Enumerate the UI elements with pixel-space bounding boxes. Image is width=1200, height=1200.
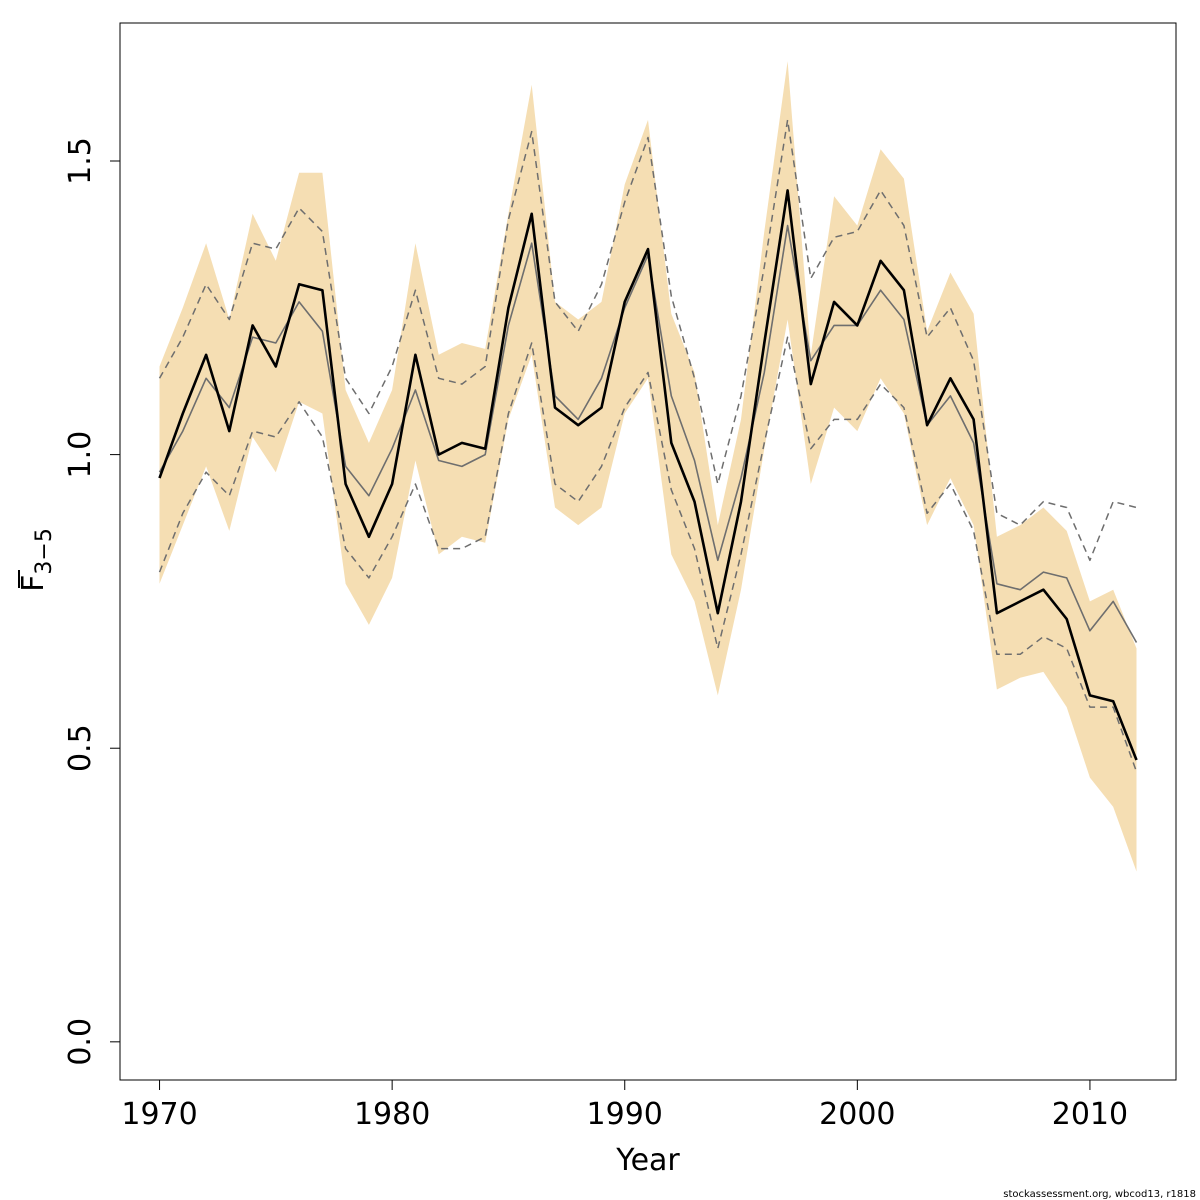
lower-dashed-line [158,336,1138,772]
y-tick-label: 1.5 [63,137,98,185]
x-axis: 1970 1980 1990 2000 2010 [121,1079,1128,1132]
x-tick-label: 2010 [1052,1097,1128,1132]
upper-dashed-line [158,119,1137,562]
confidence-band-layer [159,61,1137,872]
x-tick-label: 1970 [121,1097,197,1132]
svg-text:F3−5: F3−5 [16,528,57,592]
x-tick-label: 2000 [819,1097,895,1132]
y-axis-title-main: F [16,575,51,592]
confidence-band [159,61,1137,872]
x-tick-label: 1990 [587,1097,663,1132]
y-tick-label: 0.0 [63,1018,98,1066]
main-line [158,189,1138,761]
x-axis-title: Year [615,1143,680,1178]
y-tick-label: 0.5 [63,724,98,772]
y-axis-title-subscript: 3−5 [32,528,57,574]
y-axis-title: F3−5 [16,528,57,592]
y-tick-label: 1.0 [63,431,98,479]
x-tick-label: 1980 [354,1097,430,1132]
y-axis: 0.0 0.5 1.0 1.5 [63,137,121,1066]
series-line-layer [158,119,1138,772]
credit-text: stockassessment.org, wbcod13, r1818 [1003,1189,1196,1200]
